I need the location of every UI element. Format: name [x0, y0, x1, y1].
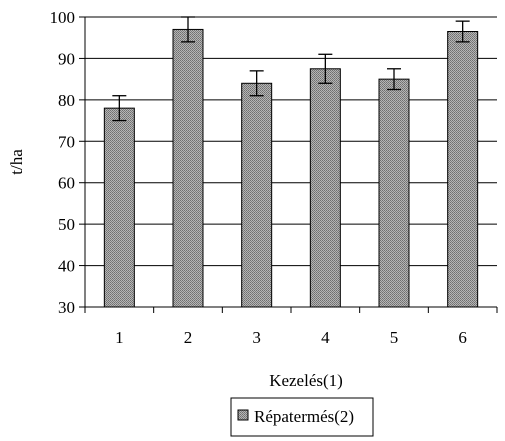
- y-tick-label-100: 100: [50, 8, 76, 27]
- x-tick-label-4: 4: [321, 328, 330, 347]
- bar-2: [172, 28, 204, 308]
- bar-5: [378, 78, 410, 308]
- legend-swatch: [237, 409, 249, 421]
- y-tick-label-80: 80: [58, 91, 75, 110]
- x-tick-label-6: 6: [458, 328, 467, 347]
- y-tick-label-30: 30: [58, 298, 75, 317]
- y-tick-label-60: 60: [58, 174, 75, 193]
- gridlines: [85, 16, 497, 267]
- axes: 30 40 50 60 70 80 90 100 1 2 3 4 5 6: [50, 8, 498, 347]
- y-tick-label-90: 90: [58, 49, 75, 68]
- bar-3: [241, 82, 273, 308]
- bar-1: [103, 107, 135, 308]
- bar-6: [447, 31, 479, 308]
- x-tick-label-1: 1: [115, 328, 124, 347]
- y-axis-title: t/ha: [7, 149, 26, 175]
- y-tick-label-70: 70: [58, 132, 75, 151]
- x-axis-title: Kezelés(1): [269, 371, 343, 390]
- legend-label-repatermes: Répatermés(2): [254, 407, 354, 426]
- y-tick-label-40: 40: [58, 257, 75, 276]
- legend: Répatermés(2): [230, 397, 374, 437]
- y-tick-label-50: 50: [58, 215, 75, 234]
- x-tick-label-2: 2: [184, 328, 193, 347]
- x-tick-label-3: 3: [252, 328, 261, 347]
- x-tick-label-5: 5: [390, 328, 399, 347]
- bar-4: [309, 68, 341, 308]
- bars: [103, 16, 479, 308]
- legend-box: [230, 397, 374, 437]
